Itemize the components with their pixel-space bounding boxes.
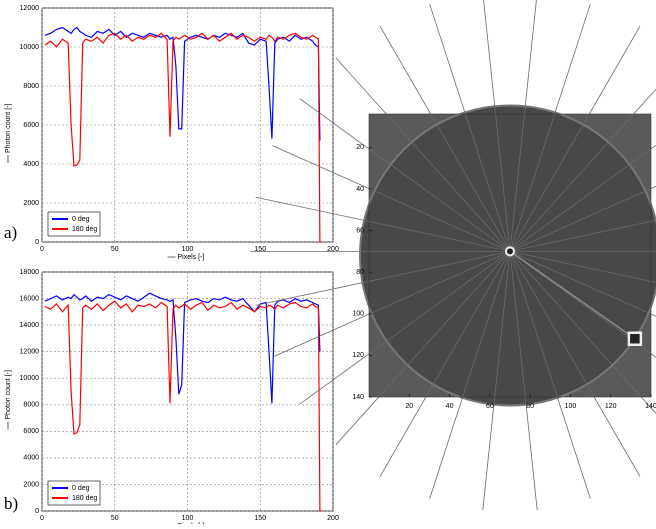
y-tick-label: 10000 bbox=[20, 44, 40, 51]
image-streak bbox=[509, 251, 641, 477]
y-tick-label: 120 bbox=[352, 352, 364, 359]
image-streak bbox=[272, 250, 511, 358]
legend-label: 180 deg bbox=[72, 495, 97, 502]
y-axis-label-group: Photon count [-] bbox=[5, 104, 12, 163]
y-tick-label: 10000 bbox=[20, 375, 40, 382]
image-spot bbox=[627, 331, 643, 346]
panel-label: b) bbox=[4, 494, 18, 513]
y-tick-label: 8000 bbox=[23, 83, 39, 90]
y-tick-label: 12000 bbox=[20, 349, 40, 356]
image-streak bbox=[379, 251, 511, 477]
x-tick-label: 50 bbox=[111, 515, 119, 522]
x-tick-label: 120 bbox=[605, 403, 617, 410]
image-streak bbox=[429, 251, 511, 499]
image-streak bbox=[509, 3, 591, 252]
image-streak bbox=[483, 0, 511, 252]
legend-label: 180 deg bbox=[72, 226, 97, 233]
image-streak bbox=[509, 0, 537, 252]
x-tick-label: 60 bbox=[486, 403, 494, 410]
image-streak bbox=[509, 250, 656, 317]
image-streak bbox=[509, 219, 656, 252]
x-tick-label: 140 bbox=[645, 403, 656, 410]
data-line bbox=[44, 32, 322, 243]
image-streak bbox=[509, 250, 656, 283]
x-tick-label: 200 bbox=[327, 246, 339, 253]
panel-label: a) bbox=[4, 223, 17, 242]
image-streak bbox=[509, 251, 538, 510]
y-tick-label: 12000 bbox=[20, 5, 40, 12]
y-tick-label: 18000 bbox=[20, 269, 40, 276]
y-tick-label: 4000 bbox=[23, 455, 39, 462]
x-axis-label: Pixels [-] bbox=[178, 254, 205, 261]
y-tick-label: 20 bbox=[356, 144, 364, 151]
image-streak bbox=[255, 196, 511, 252]
y-axis-label: Photon count [-] bbox=[5, 104, 12, 153]
image-streak bbox=[509, 251, 591, 499]
y-tick-label: 8000 bbox=[23, 402, 39, 409]
data-line bbox=[44, 300, 322, 512]
y-tick-label: 0 bbox=[35, 508, 39, 515]
y-tick-label: 100 bbox=[352, 311, 364, 318]
data-line bbox=[44, 26, 321, 141]
x-tick-label: 150 bbox=[254, 515, 266, 522]
legend-label: 0 deg bbox=[72, 485, 90, 492]
y-tick-label: 2000 bbox=[23, 481, 39, 488]
y-tick-label: 16000 bbox=[20, 295, 40, 302]
y-tick-label: 40 bbox=[356, 186, 364, 193]
y-tick-label: 0 bbox=[35, 239, 39, 246]
image-streak bbox=[509, 250, 636, 340]
legend bbox=[47, 480, 101, 506]
y-tick-label: 60 bbox=[356, 227, 364, 234]
data-line bbox=[44, 292, 321, 404]
image-streak bbox=[335, 57, 511, 252]
image-streak bbox=[509, 251, 656, 358]
legend-label: 0 deg bbox=[72, 216, 90, 223]
image-streak bbox=[272, 145, 511, 252]
y-tick-label: 6000 bbox=[23, 428, 39, 435]
x-tick-label: 200 bbox=[327, 515, 339, 522]
x-tick-label: 150 bbox=[254, 246, 266, 253]
x-tick-label: 100 bbox=[182, 246, 194, 253]
image-streak bbox=[482, 251, 511, 510]
image-streak bbox=[429, 3, 511, 252]
image-streak bbox=[335, 251, 511, 445]
image-streak bbox=[379, 25, 511, 252]
x-tick-label: 20 bbox=[405, 403, 413, 410]
image-streak bbox=[509, 25, 641, 252]
image-streak bbox=[255, 250, 511, 306]
image-streak bbox=[509, 185, 656, 252]
image-streak bbox=[299, 251, 511, 405]
plot-area bbox=[41, 271, 334, 512]
legend bbox=[47, 211, 101, 237]
image-spot bbox=[505, 246, 515, 257]
x-tick-label: 40 bbox=[446, 403, 454, 410]
y-axis-label: Photon count [-] bbox=[5, 370, 12, 419]
y-tick-label: 14000 bbox=[20, 322, 40, 329]
y-tick-label: 2000 bbox=[23, 200, 39, 207]
y-tick-label: 80 bbox=[356, 269, 364, 276]
x-tick-label: 0 bbox=[40, 515, 44, 522]
x-tick-label: 80 bbox=[526, 403, 534, 410]
y-tick-label: 140 bbox=[352, 394, 364, 401]
image-streak bbox=[509, 88, 656, 252]
image-frame bbox=[368, 113, 652, 398]
image-streak bbox=[509, 144, 656, 252]
image-streak bbox=[299, 98, 511, 252]
y-axis-label-group: Photon count [-] bbox=[5, 370, 12, 430]
x-tick-label: 100 bbox=[565, 403, 577, 410]
x-tick-label: 50 bbox=[111, 246, 119, 253]
image-streak bbox=[509, 251, 656, 415]
x-tick-label: 0 bbox=[40, 246, 44, 253]
y-tick-label: 4000 bbox=[23, 161, 39, 168]
x-tick-label: 100 bbox=[182, 515, 194, 522]
y-tick-label: 6000 bbox=[23, 122, 39, 129]
